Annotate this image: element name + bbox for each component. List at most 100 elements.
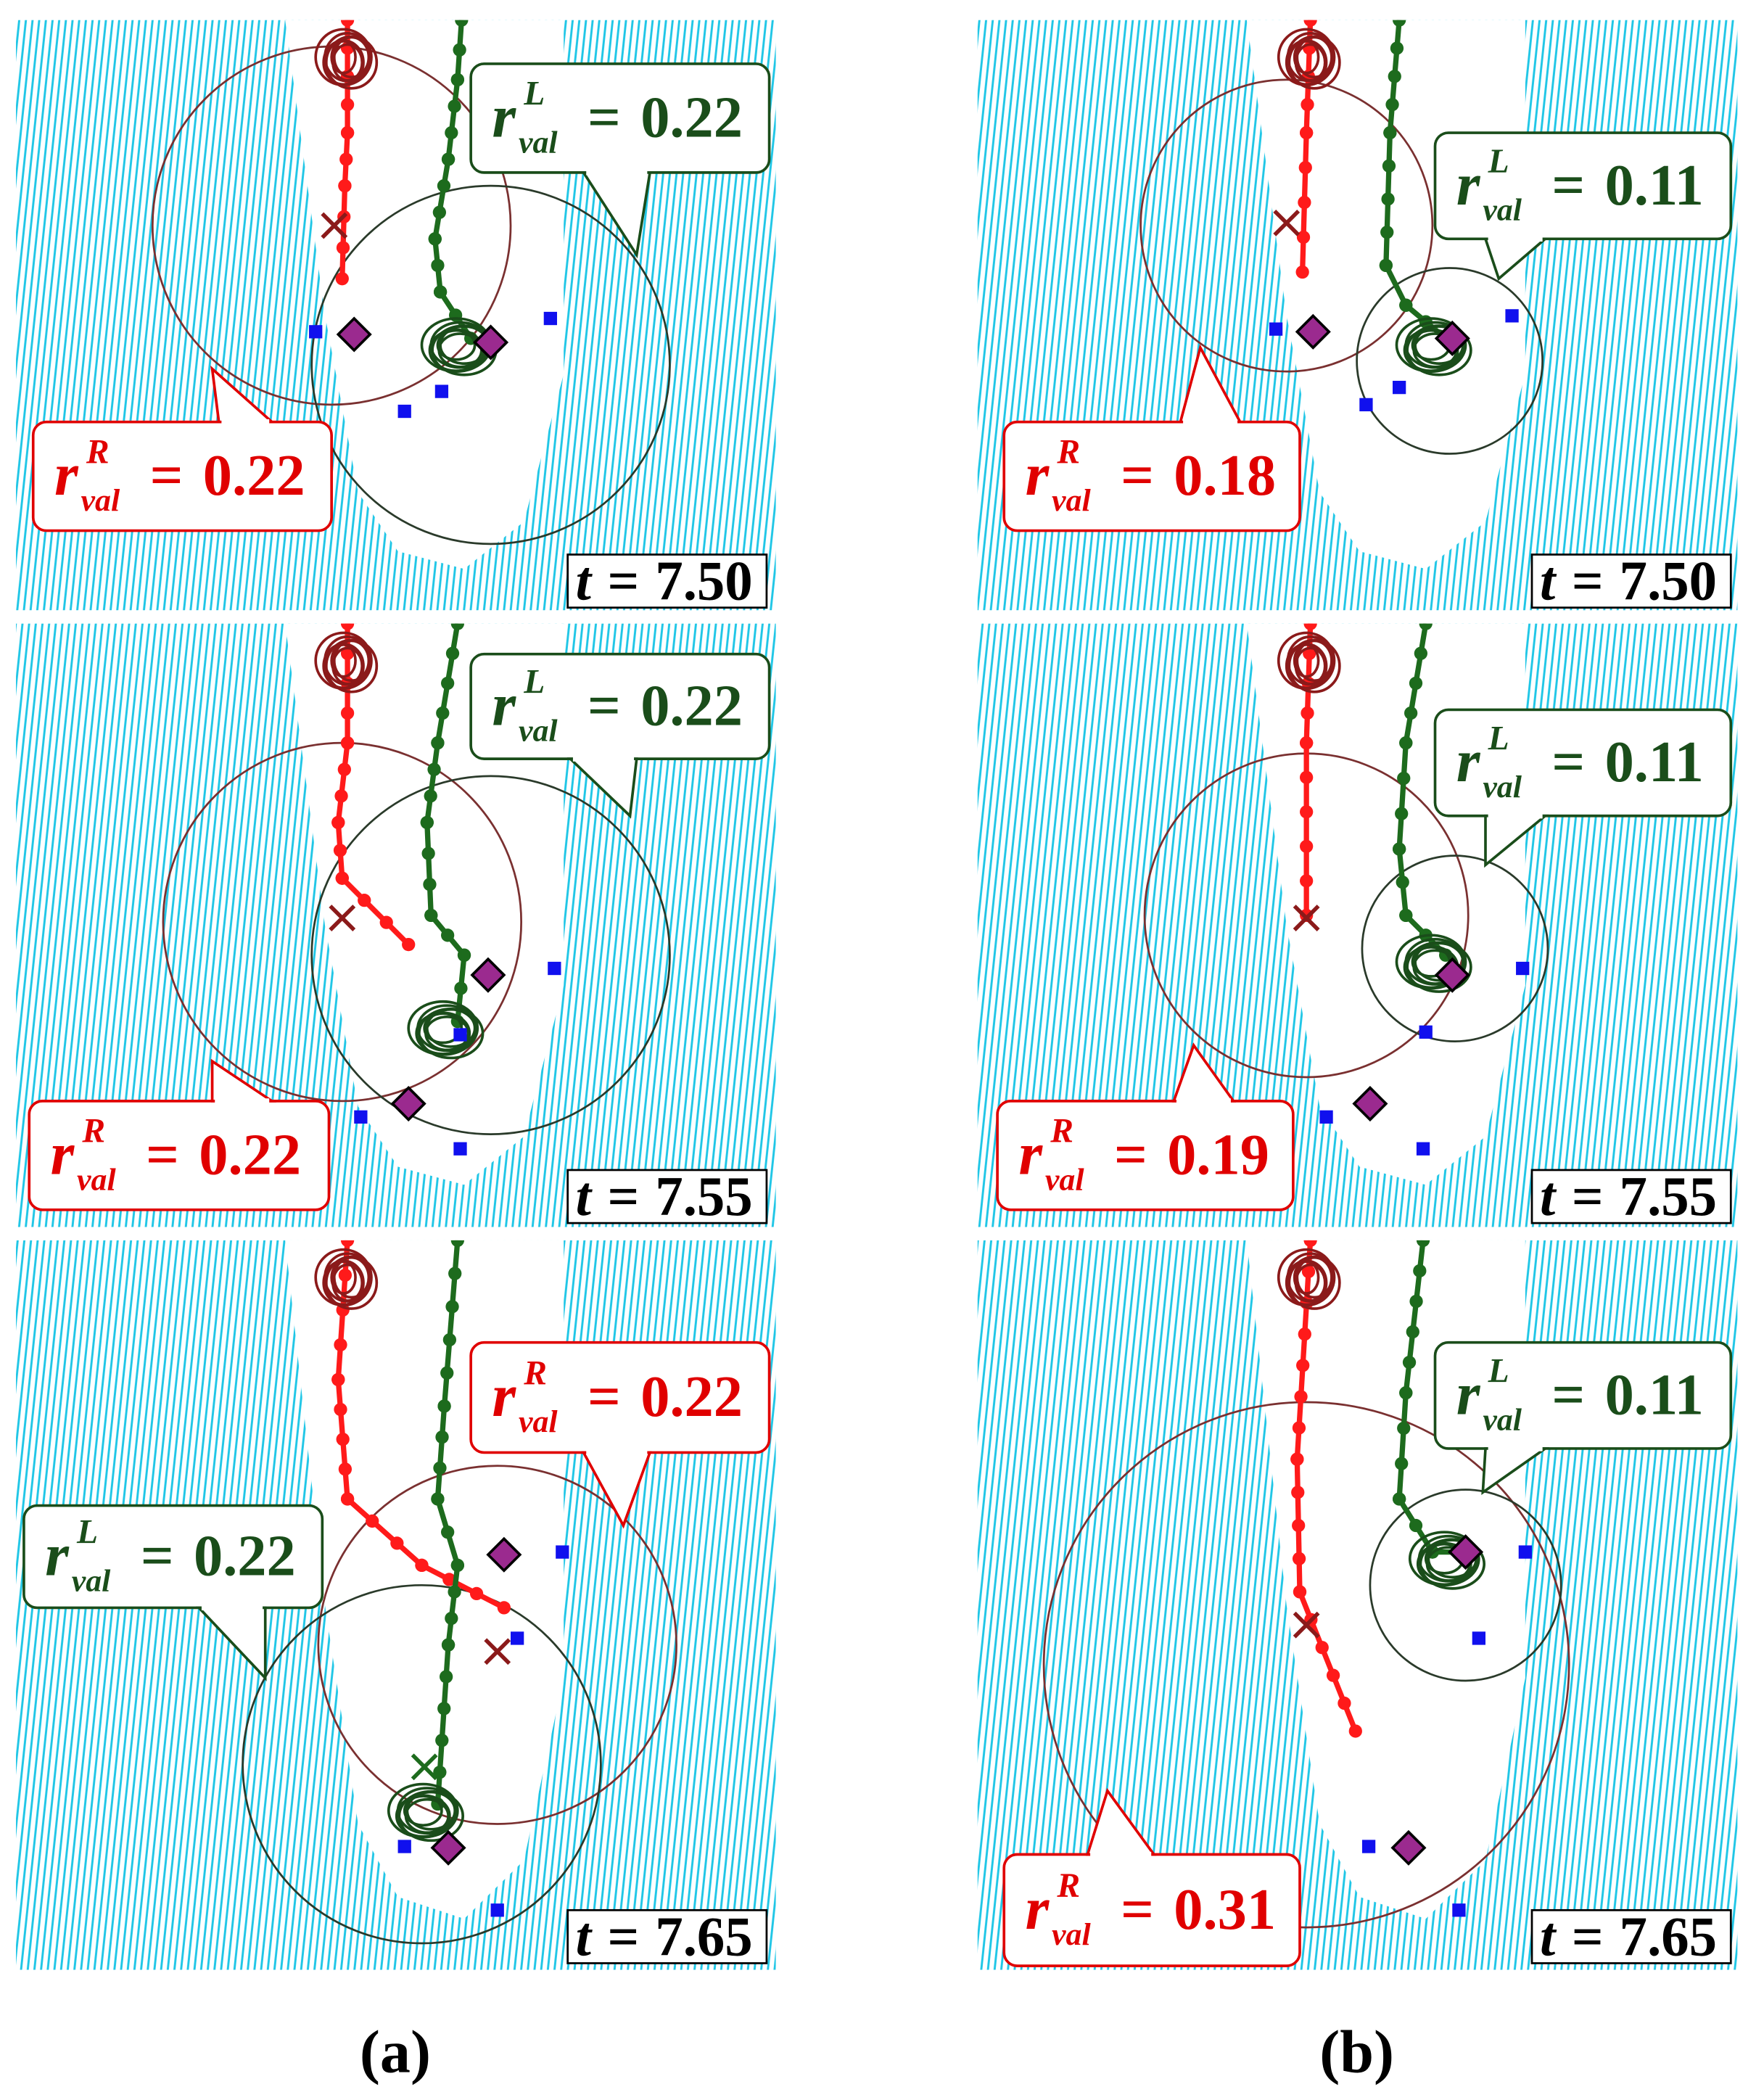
time-relation: =: [607, 1166, 639, 1227]
trajectory-dot: [337, 762, 351, 776]
goal-square: [453, 1028, 467, 1042]
trajectory-dot: [366, 1514, 379, 1528]
callout-relation: =: [141, 1524, 174, 1589]
goal-square: [490, 1903, 504, 1917]
callout-relation: =: [1551, 153, 1585, 218]
trajectory-dot: [1409, 1518, 1423, 1533]
loop: [1277, 1248, 1336, 1307]
target-diamond: [430, 1829, 466, 1866]
trajectory-dot: [1397, 771, 1411, 786]
trajectory-dot: [424, 789, 437, 803]
callout-subscript: val: [519, 125, 558, 160]
time-relation: =: [1572, 551, 1604, 612]
trajectory-dot: [1393, 1492, 1406, 1506]
trajectory-dot: [441, 676, 455, 691]
callout-relation: =: [1551, 730, 1585, 794]
trajectory-dot: [1419, 623, 1433, 630]
loop: [397, 1790, 464, 1842]
callout-relation: =: [1551, 1362, 1585, 1427]
trajectory-dot: [415, 1558, 429, 1573]
trajectory-dot: [340, 1240, 355, 1248]
range-circle: [1361, 854, 1549, 1042]
trajectory-dot: [1300, 874, 1314, 888]
callout-subscript: val: [77, 1162, 116, 1197]
trajectory-dot: [334, 1338, 347, 1352]
time-symbol: t: [576, 1166, 593, 1227]
target-diamond: [390, 1086, 426, 1122]
trajectory-dot: [1300, 839, 1314, 853]
time-symbol: t: [1540, 1906, 1557, 1967]
time-box: [566, 1169, 768, 1224]
callout-value: 0.22: [199, 1122, 301, 1187]
trajectory-dot: [334, 789, 348, 803]
trajectory-dot: [1397, 1421, 1411, 1436]
trajectory-dot: [432, 205, 447, 219]
callout-superscript: L: [1488, 143, 1509, 181]
trajectory-dot: [1404, 706, 1418, 720]
trajectory-dot: [441, 928, 455, 942]
trajectory-dot: [1414, 646, 1427, 660]
callout-value: 0.22: [640, 1364, 743, 1429]
trajectory-dot: [1296, 1359, 1310, 1372]
callout-symbol: r: [50, 1120, 75, 1187]
callout-value: 0.11: [1605, 730, 1704, 794]
trajectory-dot: [1301, 1264, 1316, 1279]
trajectory-dot: [433, 1461, 447, 1475]
callout-box: [28, 1100, 331, 1211]
trajectory-dot: [440, 1366, 454, 1380]
goal-square: [511, 1631, 524, 1645]
cross-mark: [411, 1753, 438, 1781]
callout-symbol: r: [1456, 728, 1481, 795]
trajectory-dot: [1395, 807, 1409, 820]
callout-relation: =: [1121, 443, 1154, 508]
goal-square: [309, 325, 323, 339]
callout-box: [1433, 1341, 1733, 1450]
trajectory-dot: [1303, 623, 1317, 630]
goal-square: [1518, 1545, 1532, 1559]
range-circle: [1139, 78, 1434, 373]
goal-square: [543, 311, 557, 326]
trajectory-dot: [431, 1492, 445, 1506]
callout-superscript: R: [1056, 1867, 1080, 1905]
target-diamond: [336, 316, 372, 353]
goal-square: [397, 1840, 411, 1853]
trajectory-dot: [450, 1558, 464, 1573]
time-value: 7.50: [655, 551, 752, 612]
target-diamond: [473, 324, 509, 361]
trajectory-dot: [335, 871, 349, 885]
loop: [325, 638, 379, 693]
callout-symbol: r: [492, 83, 516, 151]
trajectory-dot: [445, 125, 458, 140]
callout-symbol: r: [492, 671, 516, 738]
trajectory-dot: [1402, 1355, 1417, 1370]
trajectory-dot: [441, 1525, 455, 1539]
target-diamond: [1448, 1534, 1484, 1570]
trajectory-dot: [442, 1573, 456, 1586]
callout-subscript: val: [1052, 1917, 1091, 1952]
trajectory-dot: [424, 908, 438, 923]
callout-superscript: R: [1056, 433, 1080, 471]
trajectory-dot: [1399, 736, 1413, 750]
trajectory-dot: [455, 20, 469, 27]
trajectory-dot: [497, 1601, 511, 1615]
target-diamond: [486, 1536, 522, 1573]
callout-value: 0.31: [1174, 1877, 1276, 1942]
trajectory-dot: [450, 73, 464, 87]
callout-superscript: L: [1488, 720, 1509, 757]
callout-symbol: r: [1456, 151, 1481, 218]
free-space: [285, 623, 564, 1185]
trajectory-dot: [1292, 1518, 1306, 1533]
trajectory-dot: [1300, 125, 1314, 140]
trajectory-dot: [331, 815, 345, 830]
callout-subscript: val: [81, 483, 120, 518]
trajectory-dot: [1409, 1294, 1423, 1309]
loop: [314, 1248, 373, 1307]
callout-box: [1433, 131, 1733, 241]
target-diamond: [1352, 1086, 1388, 1122]
time-value: 7.55: [655, 1166, 752, 1227]
trajectory-dot: [1294, 1390, 1308, 1404]
cross-mark: [1273, 209, 1301, 236]
loop: [407, 1000, 479, 1056]
loop: [314, 631, 373, 691]
